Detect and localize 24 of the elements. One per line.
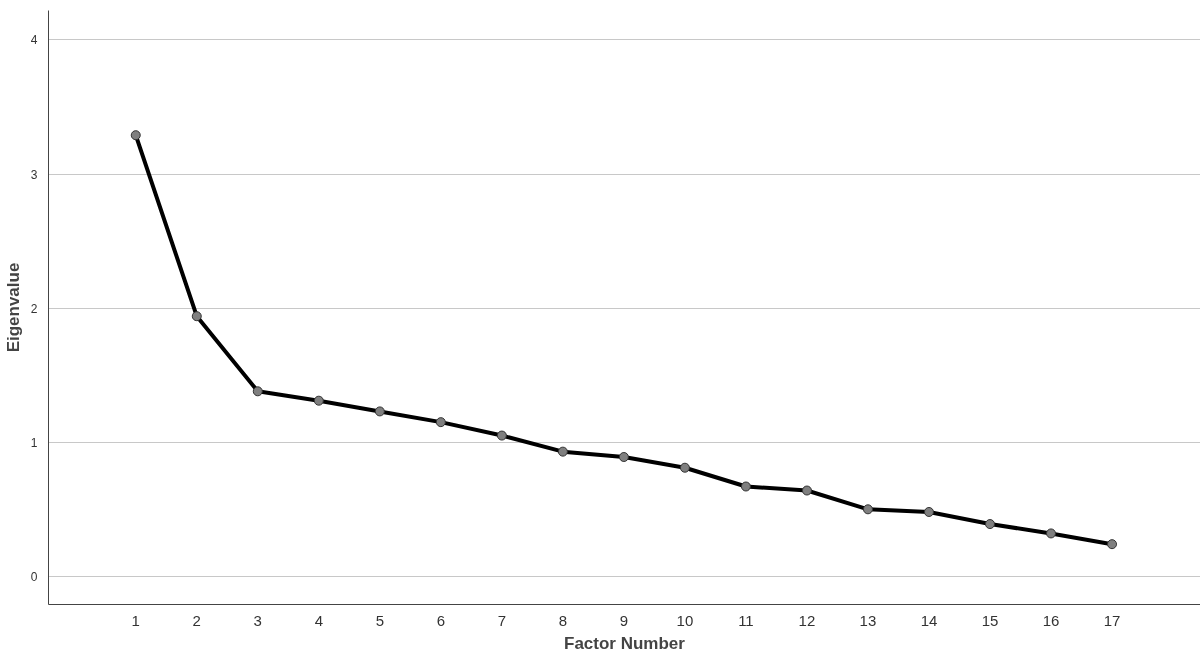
x-tick-label: 8: [558, 611, 568, 629]
x-tick-label: 17: [1103, 611, 1121, 629]
y-tick-label: 2: [30, 301, 38, 316]
x-tick-label: 7: [497, 611, 507, 629]
x-tick-label: 10: [676, 611, 694, 629]
x-tick-label: 11: [738, 611, 754, 629]
x-tick-label: 16: [1042, 611, 1060, 629]
x-tick-label: 15: [981, 611, 999, 629]
y-tick-label: 1: [30, 435, 38, 450]
x-tick-label: 1: [131, 611, 140, 629]
x-tick-label: 9: [619, 611, 629, 629]
x-tick-label: 13: [859, 611, 877, 629]
x-tick-label: 6: [436, 611, 446, 629]
y-axis-title: Eigenvalue: [3, 262, 23, 353]
x-tick-label: 2: [192, 611, 201, 629]
x-tick-label: 4: [314, 611, 323, 629]
x-tick-label: 3: [253, 611, 262, 629]
y-tick-label: 3: [30, 167, 38, 182]
y-tick-label: 0: [30, 569, 38, 584]
y-tick-label: 4: [30, 33, 38, 48]
x-tick-label: 14: [920, 611, 938, 629]
x-axis-title: Factor Number: [564, 633, 686, 653]
x-tick-label: 5: [375, 611, 384, 629]
x-tick-label: 12: [798, 611, 816, 629]
